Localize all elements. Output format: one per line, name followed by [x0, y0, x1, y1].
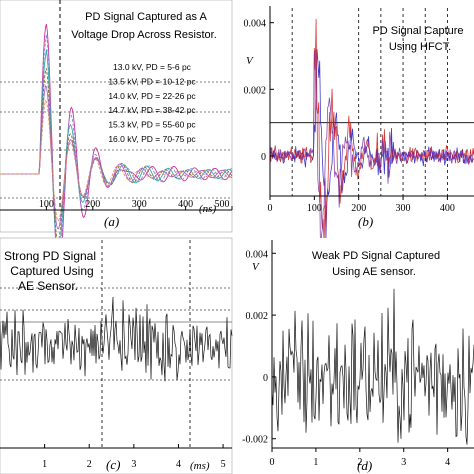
panel-b-title-line-2: Using HFCT.	[389, 41, 451, 53]
panel-d-x-ticks: 0 1 2 3 4	[270, 448, 450, 468]
panel-c-series-line	[0, 296, 233, 382]
panel-a-legend-entry: 14.7 kV, PD = 38-42 pc	[108, 105, 196, 115]
panel-c-x-tick-label: 3	[131, 459, 136, 470]
panel-c-label: (c)	[106, 457, 120, 472]
panel-d-label: (d)	[357, 458, 372, 473]
panel-c-x-ticks: 1 2 3 4 5	[42, 444, 226, 470]
panel-b-y-tick-label: 0.004	[244, 19, 267, 30]
panel-c-x-tick-label: 4	[176, 459, 181, 470]
panel-a-x-unit: (ns)	[199, 203, 216, 215]
panel-d-title-line-2: Using AE sensor.	[332, 266, 416, 278]
panel-a-label: (a)	[104, 214, 119, 229]
panel-d-y-tick-label: 0.002	[246, 311, 269, 322]
panel-b-y-tick-label: 0.002	[244, 85, 267, 96]
panel-a-legend-entry: 13.5 kV, PD = 10-12 pc	[108, 76, 196, 86]
panel-a-x-ticks: 100 200 300 400 500	[39, 199, 233, 210]
panel-c-x-tick-label: 5	[221, 459, 226, 470]
panel-a-x-tick-label: 400	[178, 199, 193, 210]
panel-d-y-label: V	[252, 261, 260, 273]
panel-d-title-backdrop	[312, 246, 442, 280]
panel-d-y-ticks: 0.004 0.002 0 -0.002	[242, 249, 276, 446]
panel-a-title-line-1: PD Signal Captured as A	[85, 11, 207, 23]
panel-d-title-line-1: Weak PD Signal Captured	[312, 250, 440, 262]
panel-a-plot-area	[0, 23, 233, 274]
panel-d-x-tick-label: 1	[313, 457, 318, 468]
panel-c: 1 2 3 4 5 (ms) (c) Strong PD Signal Captured…	[0, 237, 233, 474]
panel-b-plot-area	[269, 8, 474, 257]
panel-c-plot-area	[0, 296, 233, 382]
panel-d-series-line	[271, 288, 474, 445]
panel-a-x-tick-label: 500	[215, 199, 230, 210]
panel-d-y-tick-label: 0.004	[246, 249, 269, 260]
panel-b-x-tick-label: 0	[268, 203, 273, 214]
panel-b-y-tick-label: 0	[261, 152, 266, 163]
panel-a-legend-entry: 14.0 kV, PD = 22-26 pc	[108, 91, 196, 101]
panel-c-frame	[0, 237, 233, 474]
panel-b-label: (b)	[358, 214, 373, 229]
panel-d-y-tick-label: 0	[263, 373, 268, 384]
panel-b-x-ticks: 0 100 200 300 400	[268, 196, 455, 214]
panel-a-title-line-2: Voltage Drop Across Resistor.	[71, 29, 217, 41]
panel-a-legend: 13.0 kV, PD = 5-6 pc 13.5 kV, PD = 10-12 …	[108, 62, 196, 144]
panel-b-frame	[240, 0, 474, 232]
panel-d-x-tick-label: 2	[357, 457, 362, 468]
panel-c-title-line-3: AE Sensor.	[18, 279, 78, 293]
panel-b-x-tick-label: 100	[307, 203, 322, 214]
panel-b-y-ticks: 0.004 0.002 0	[244, 19, 274, 163]
panel-b-title-line-1: PD Signal Capture	[372, 25, 463, 37]
panel-a-legend-entry: 13.0 kV, PD = 5-6 pc	[113, 62, 192, 72]
panel-c-x-tick-label: 1	[42, 459, 47, 470]
panel-b-x-tick-label: 300	[396, 203, 411, 214]
panel-c-x-tick-label: 2	[87, 459, 92, 470]
panel-a: 100 200 300 400 500 (ns) (a) PD Signal Captu…	[0, 0, 233, 274]
panel-c-x-unit: (ms)	[190, 460, 210, 472]
panel-d-x-tick-label: 3	[401, 457, 406, 468]
panel-c-title-line-1: Strong PD Signal	[4, 249, 96, 263]
panel-b-series-line	[269, 50, 474, 257]
panel-a-legend-entry: 16.0 kV, PD = 70-75 pc	[108, 134, 196, 144]
panel-b-series-line	[269, 49, 474, 240]
panel-b-x-tick-label: 200	[351, 203, 366, 214]
panel-b-series-line	[269, 18, 474, 245]
panel-b: 0.004 0.002 0 0 100 200 300 400 V (b) PD Signa…	[240, 0, 474, 257]
panel-a-series-line	[0, 99, 233, 222]
panel-b-y-label: V	[246, 55, 254, 67]
panel-b-x-tick-label: 400	[440, 203, 455, 214]
panel-a-grid	[0, 0, 232, 210]
panel-a-x-tick-label: 200	[85, 199, 100, 210]
panel-a-legend-entry: 15.3 kV, PD = 55-60 pc	[108, 120, 196, 130]
panel-d-y-tick-label: -0.002	[242, 435, 268, 446]
panel-a-x-tick-label: 100	[39, 199, 54, 210]
panel-d-plot-area	[271, 288, 474, 445]
panel-d-x-tick-label: 0	[270, 457, 275, 468]
panel-c-title-line-2: Captured Using	[10, 264, 93, 278]
panel-a-frame	[0, 0, 233, 233]
panel-d-x-tick-label: 4	[445, 457, 450, 468]
panel-a-x-tick-label: 300	[132, 199, 147, 210]
